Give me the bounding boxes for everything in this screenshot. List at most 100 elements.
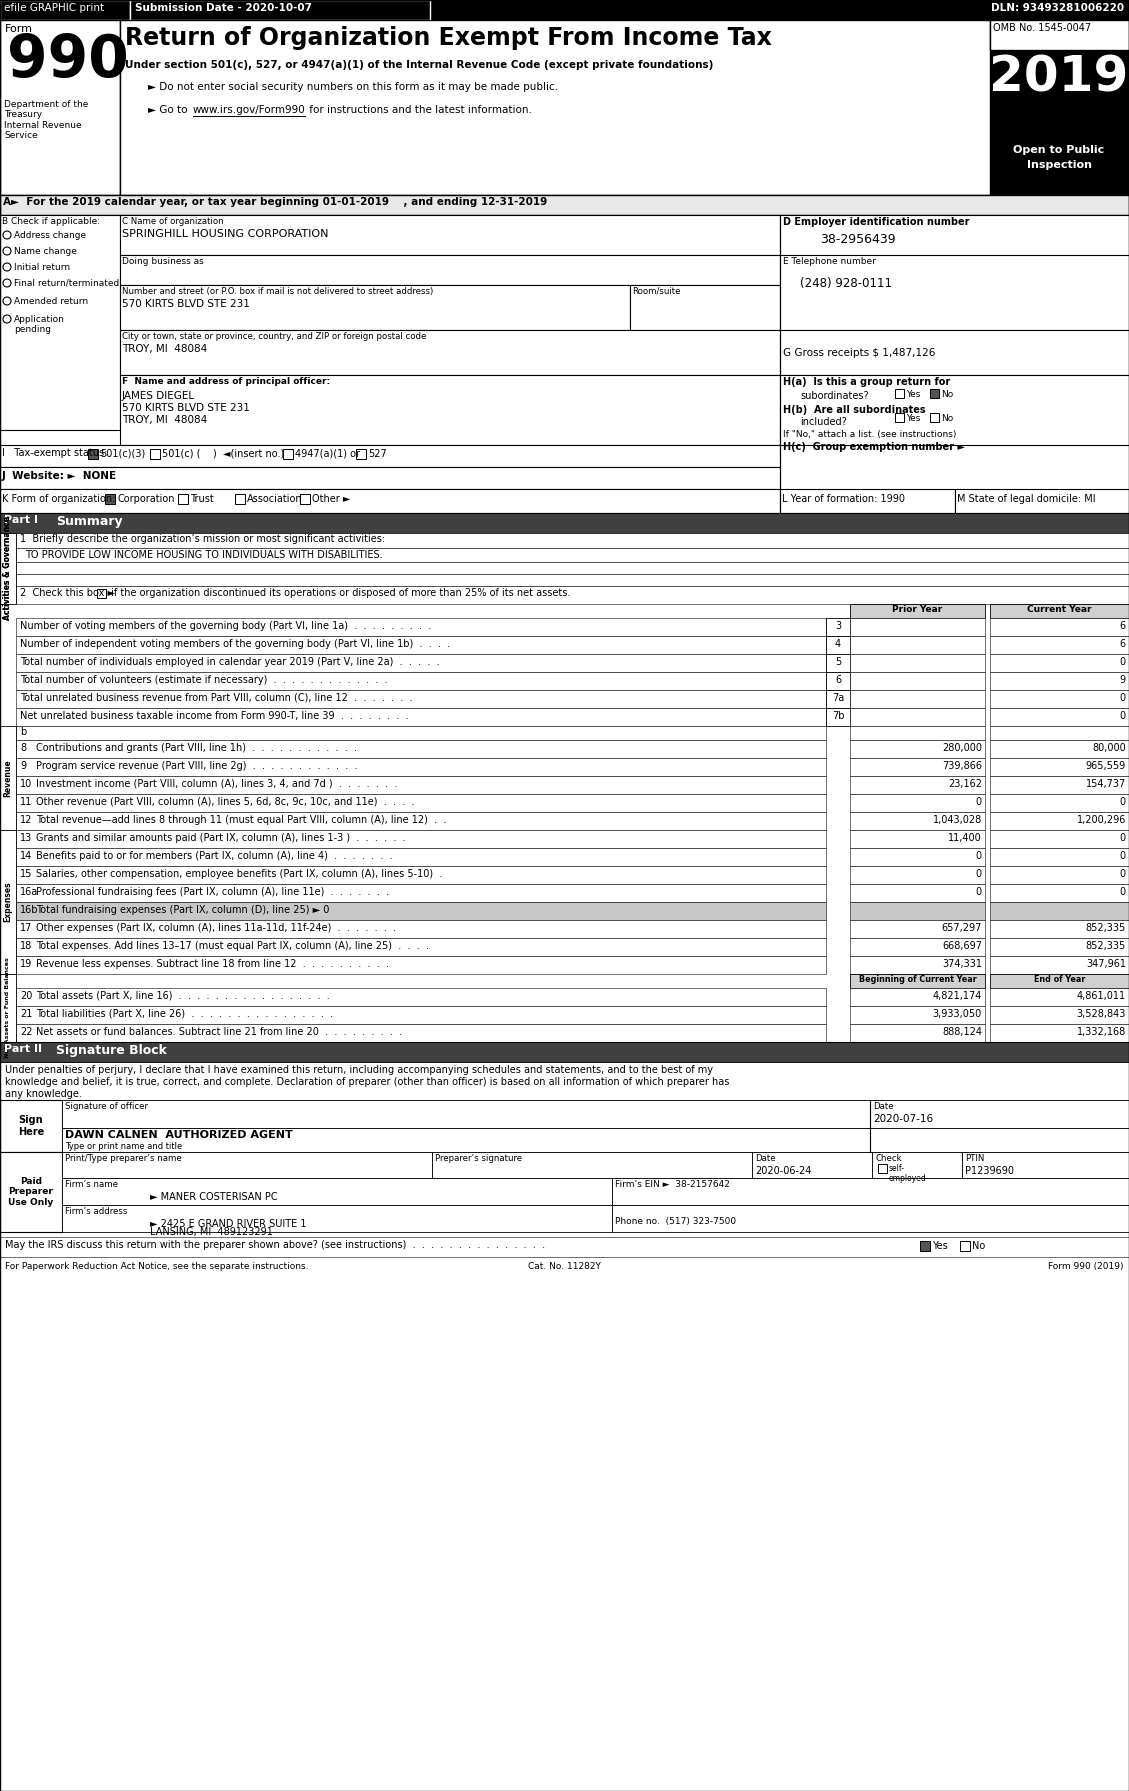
Bar bbox=[97, 589, 106, 598]
Bar bbox=[62, 1128, 1129, 1152]
Bar bbox=[930, 389, 939, 398]
Text: Department of the
Treasury
Internal Revenue
Service: Department of the Treasury Internal Reve… bbox=[5, 100, 88, 140]
Text: Signature of officer: Signature of officer bbox=[65, 1101, 148, 1110]
Bar bbox=[0, 1152, 62, 1232]
Bar bbox=[850, 867, 984, 885]
Text: P1239690: P1239690 bbox=[965, 1166, 1014, 1177]
Bar bbox=[990, 604, 1129, 618]
Bar bbox=[990, 1024, 1129, 1042]
Text: Net unrelated business taxable income from Form 990-T, line 39  .  .  .  .  .  .: Net unrelated business taxable income fr… bbox=[20, 711, 409, 722]
Text: Signature Block: Signature Block bbox=[56, 1044, 167, 1057]
Text: Amended return: Amended return bbox=[14, 297, 88, 306]
Bar bbox=[990, 50, 1129, 140]
Text: 16a: 16a bbox=[20, 887, 38, 897]
Text: Check: Check bbox=[875, 1153, 902, 1162]
Bar bbox=[780, 330, 1129, 374]
Bar bbox=[16, 989, 826, 1007]
Text: Expenses: Expenses bbox=[3, 881, 12, 922]
Bar bbox=[16, 586, 1129, 604]
Text: Yes: Yes bbox=[933, 1241, 947, 1250]
Bar bbox=[16, 793, 826, 811]
Text: L Year of formation: 1990: L Year of formation: 1990 bbox=[782, 494, 905, 503]
Text: H(c)  Group exemption number ►: H(c) Group exemption number ► bbox=[784, 442, 965, 451]
Text: Total fundraising expenses (Part IX, column (D), line 25) ► 0: Total fundraising expenses (Part IX, col… bbox=[36, 904, 330, 915]
Text: 374,331: 374,331 bbox=[942, 958, 982, 969]
Bar bbox=[955, 489, 1129, 512]
Bar bbox=[990, 654, 1129, 672]
Bar bbox=[16, 654, 826, 672]
Bar bbox=[0, 1062, 1129, 1100]
Bar bbox=[850, 974, 984, 989]
Bar bbox=[612, 1178, 1129, 1205]
Bar bbox=[0, 725, 16, 829]
Bar bbox=[16, 758, 826, 776]
Text: 154,737: 154,737 bbox=[1086, 779, 1126, 790]
Text: 1,332,168: 1,332,168 bbox=[1077, 1026, 1126, 1037]
Bar bbox=[850, 672, 984, 690]
Text: 6: 6 bbox=[1120, 639, 1126, 648]
Text: Association: Association bbox=[247, 494, 303, 503]
Bar bbox=[120, 285, 630, 330]
Text: Number of independent voting members of the governing body (Part VI, line 1b)  .: Number of independent voting members of … bbox=[20, 639, 450, 648]
Text: 11,400: 11,400 bbox=[948, 833, 982, 844]
Text: 570 KIRTS BLVD STE 231: 570 KIRTS BLVD STE 231 bbox=[122, 299, 250, 310]
Text: Part II: Part II bbox=[5, 1044, 42, 1053]
Bar bbox=[105, 494, 115, 503]
Text: 22: 22 bbox=[20, 1026, 33, 1037]
Bar bbox=[826, 672, 850, 690]
Text: B Check if applicable:: B Check if applicable: bbox=[2, 217, 100, 226]
Bar bbox=[850, 690, 984, 707]
Text: Return of Organization Exempt From Income Tax: Return of Organization Exempt From Incom… bbox=[125, 27, 772, 50]
Text: Trust: Trust bbox=[190, 494, 213, 503]
Text: 280,000: 280,000 bbox=[942, 743, 982, 752]
Bar bbox=[850, 793, 984, 811]
Bar bbox=[850, 885, 984, 903]
Text: 0: 0 bbox=[975, 869, 982, 879]
Bar bbox=[0, 534, 16, 604]
Bar bbox=[0, 195, 1129, 215]
Text: J  Website: ►  NONE: J Website: ► NONE bbox=[2, 471, 117, 482]
Text: 4,861,011: 4,861,011 bbox=[1077, 990, 1126, 1001]
Text: 6: 6 bbox=[1120, 621, 1126, 630]
Text: 2019: 2019 bbox=[989, 54, 1129, 100]
Text: Phone no.  (517) 323-7500: Phone no. (517) 323-7500 bbox=[615, 1218, 736, 1227]
Bar bbox=[850, 776, 984, 793]
Text: if the organization discontinued its operations or disposed of more than 25% of : if the organization discontinued its ope… bbox=[108, 587, 570, 598]
Text: ► MANER COSTERISAN PC: ► MANER COSTERISAN PC bbox=[150, 1193, 278, 1202]
Bar bbox=[990, 618, 1129, 636]
Text: 80,000: 80,000 bbox=[1092, 743, 1126, 752]
Text: 0: 0 bbox=[1120, 711, 1126, 722]
Bar bbox=[850, 829, 984, 847]
Text: 9: 9 bbox=[1120, 675, 1126, 684]
Text: ► Do not enter social security numbers on this form as it may be made public.: ► Do not enter social security numbers o… bbox=[148, 82, 558, 91]
Text: Yes: Yes bbox=[905, 390, 920, 399]
Text: 9: 9 bbox=[20, 761, 26, 770]
Text: Initial return: Initial return bbox=[14, 263, 70, 272]
Bar bbox=[850, 1007, 984, 1024]
Text: Revenue: Revenue bbox=[3, 759, 12, 797]
Bar bbox=[16, 548, 1129, 562]
Text: 12: 12 bbox=[20, 815, 33, 826]
Text: G Gross receipts $ 1,487,126: G Gross receipts $ 1,487,126 bbox=[784, 347, 935, 358]
Bar bbox=[930, 414, 939, 423]
Bar bbox=[990, 758, 1129, 776]
Text: 7a: 7a bbox=[832, 693, 844, 704]
Bar bbox=[16, 672, 826, 690]
Text: 11: 11 bbox=[20, 797, 33, 808]
Text: PTIN: PTIN bbox=[965, 1153, 984, 1162]
Bar bbox=[826, 707, 850, 725]
Text: OMB No. 1545-0047: OMB No. 1545-0047 bbox=[994, 23, 1091, 32]
Bar bbox=[850, 921, 984, 938]
Bar bbox=[850, 938, 984, 956]
Text: 570 KIRTS BLVD STE 231: 570 KIRTS BLVD STE 231 bbox=[122, 403, 250, 414]
Text: 0: 0 bbox=[1120, 851, 1126, 861]
Text: Total expenses. Add lines 13–17 (must equal Part IX, column (A), line 25)  .  . : Total expenses. Add lines 13–17 (must eq… bbox=[36, 940, 429, 951]
Text: 20: 20 bbox=[20, 990, 33, 1001]
Text: Net assets or fund balances. Subtract line 21 from line 20  .  .  .  .  .  .  . : Net assets or fund balances. Subtract li… bbox=[36, 1026, 402, 1037]
Text: Revenue less expenses. Subtract line 18 from line 12  .  .  .  .  .  .  .  .  . : Revenue less expenses. Subtract line 18 … bbox=[36, 958, 390, 969]
Bar bbox=[88, 450, 98, 458]
Bar bbox=[356, 450, 366, 458]
Bar bbox=[780, 254, 1129, 330]
Text: 7b: 7b bbox=[832, 711, 844, 722]
Bar bbox=[990, 989, 1129, 1007]
